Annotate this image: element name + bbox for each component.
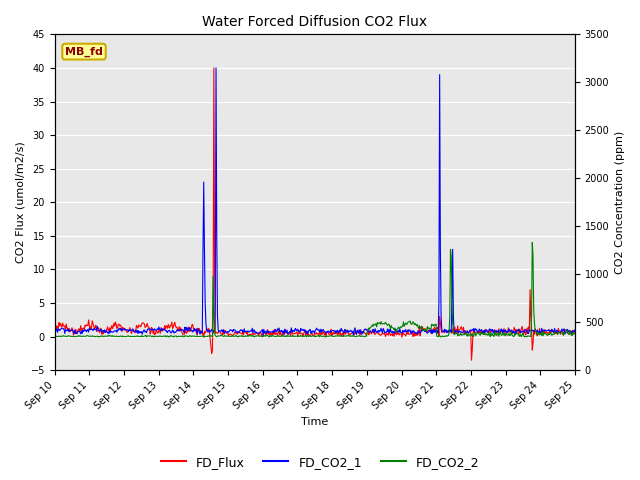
FD_Flux: [51, 327, 58, 333]
Title: Water Forced Diffusion CO2 Flux: Water Forced Diffusion CO2 Flux: [202, 15, 428, 29]
FD_CO2_1: [212, 65, 220, 71]
Y-axis label: CO2 Concentration (ppm): CO2 Concentration (ppm): [615, 131, 625, 274]
FD_CO2_2: [51, 334, 58, 339]
FD_CO2_2: [378, 321, 385, 326]
Line: FD_CO2_1: FD_CO2_1: [54, 68, 575, 335]
FD_Flux: [571, 328, 579, 334]
FD_CO2_2: [529, 240, 536, 245]
FD_Flux: [114, 324, 122, 330]
FD_CO2_2: [393, 326, 401, 332]
FD_CO2_2: [60, 334, 68, 339]
Y-axis label: CO2 Flux (umol/m2/s): CO2 Flux (umol/m2/s): [15, 142, 25, 263]
FD_Flux: [468, 357, 476, 363]
FD_CO2_1: [51, 328, 58, 334]
FD_Flux: [194, 325, 202, 331]
FD_CO2_1: [259, 332, 267, 338]
X-axis label: Time: Time: [301, 417, 328, 427]
FD_CO2_1: [194, 327, 202, 333]
FD_CO2_2: [166, 333, 174, 338]
FD_CO2_2: [114, 334, 122, 340]
FD_CO2_1: [114, 327, 122, 333]
FD_CO2_1: [571, 327, 579, 333]
FD_Flux: [394, 331, 401, 337]
FD_CO2_2: [194, 334, 202, 339]
Line: FD_Flux: FD_Flux: [54, 68, 575, 360]
FD_Flux: [379, 330, 387, 336]
Text: MB_fd: MB_fd: [65, 47, 103, 57]
FD_CO2_2: [571, 331, 579, 336]
Line: FD_CO2_2: FD_CO2_2: [54, 242, 575, 337]
FD_Flux: [166, 323, 174, 328]
FD_CO2_1: [380, 326, 387, 332]
FD_CO2_1: [166, 330, 174, 336]
FD_Flux: [60, 324, 68, 330]
FD_CO2_1: [60, 326, 68, 332]
FD_CO2_1: [394, 328, 402, 334]
FD_CO2_2: [437, 334, 445, 340]
FD_Flux: [210, 65, 218, 71]
Legend: FD_Flux, FD_CO2_1, FD_CO2_2: FD_Flux, FD_CO2_1, FD_CO2_2: [156, 451, 484, 474]
